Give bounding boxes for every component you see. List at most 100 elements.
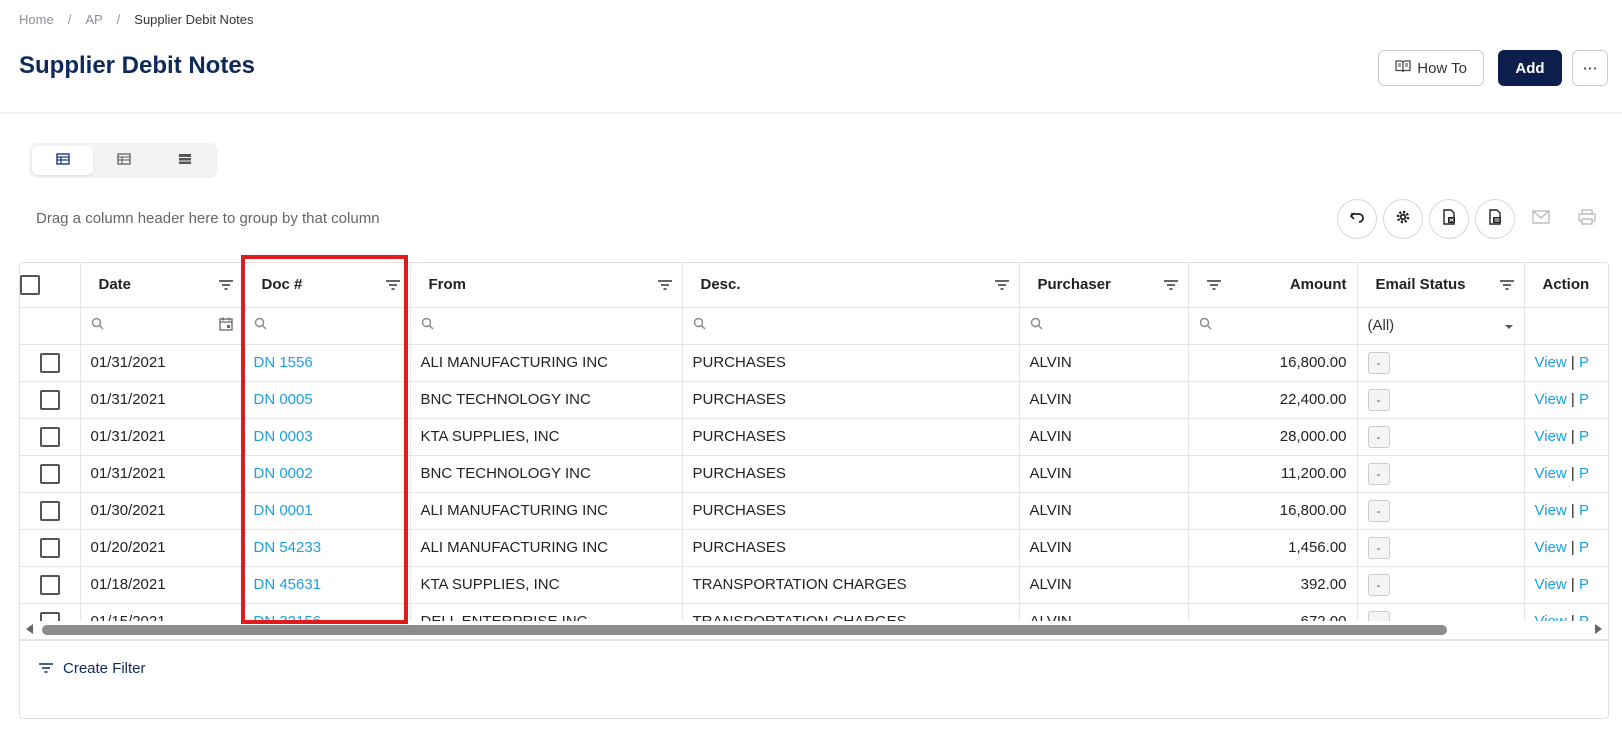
view-link[interactable]: View — [1534, 539, 1567, 556]
view-table-button[interactable] — [32, 146, 93, 175]
row-checkbox[interactable] — [39, 389, 60, 410]
filter-from[interactable] — [410, 307, 683, 345]
filter-icon[interactable] — [218, 279, 233, 290]
table-row[interactable]: 01/31/2021 DN 0005 BNC TECHNOLOGY INC PURCH… — [20, 381, 1608, 419]
table-row[interactable]: 01/30/2021 DN 0001 ALI MANUFACTURING INC PU… — [20, 492, 1608, 530]
undo-button[interactable] — [1337, 199, 1377, 239]
view-link[interactable]: View — [1534, 576, 1567, 593]
view-link[interactable]: View — [1534, 354, 1567, 371]
cell-action: View | P — [1524, 455, 1608, 493]
column-header-doc[interactable]: Doc # — [243, 263, 411, 308]
filter-icon[interactable] — [385, 279, 400, 290]
email-status-select[interactable]: (All) — [1367, 317, 1395, 334]
horizontal-scrollbar[interactable] — [20, 621, 1608, 639]
filter-date[interactable] — [80, 307, 244, 345]
doc-link[interactable]: DN 1556 — [253, 354, 313, 371]
breadcrumb-home[interactable]: Home — [19, 12, 54, 27]
doc-link[interactable]: DN 45631 — [253, 576, 322, 593]
row-checkbox[interactable] — [39, 500, 60, 521]
doc-link[interactable]: DN 0002 — [253, 465, 313, 482]
more-options-button[interactable]: ⋯ — [1572, 50, 1608, 86]
column-header-action[interactable]: Action — [1524, 263, 1608, 308]
filter-desc[interactable] — [682, 307, 1020, 345]
print-link[interactable]: P — [1579, 428, 1590, 445]
print-link[interactable]: P — [1579, 465, 1590, 482]
column-label: Email Status — [1375, 276, 1466, 294]
row-checkbox[interactable] — [39, 426, 60, 447]
book-icon — [1395, 59, 1411, 77]
email-status-button[interactable]: - — [1367, 351, 1390, 374]
email-status-button[interactable]: - — [1367, 425, 1390, 448]
export-excel-button[interactable] — [1429, 199, 1469, 239]
filter-doc[interactable] — [243, 307, 411, 345]
search-icon — [1030, 317, 1043, 334]
filter-icon[interactable] — [657, 279, 672, 290]
create-filter-button[interactable]: Create Filter — [39, 660, 146, 677]
table-view-icon — [55, 152, 70, 170]
doc-link[interactable]: DN 54233 — [253, 539, 322, 556]
table-row[interactable]: 01/18/2021 DN 45631 KTA SUPPLIES, INC TRANS… — [20, 566, 1608, 604]
breadcrumb-ap[interactable]: AP — [85, 12, 103, 27]
email-status-button[interactable]: - — [1367, 573, 1390, 596]
view-link[interactable]: View — [1534, 428, 1567, 445]
print-link[interactable]: P — [1579, 576, 1590, 593]
cell-amount: 16,800.00 — [1188, 492, 1358, 530]
filter-icon[interactable] — [1163, 279, 1178, 290]
email-button[interactable] — [1521, 199, 1561, 239]
print-link[interactable]: P — [1579, 354, 1590, 371]
cell-action: View | P — [1524, 418, 1608, 456]
view-compact-button[interactable] — [93, 146, 154, 175]
view-link[interactable]: View — [1534, 502, 1567, 519]
calendar-icon[interactable] — [218, 317, 233, 335]
view-list-button[interactable] — [154, 146, 215, 175]
table-row[interactable]: 01/31/2021 DN 0003 KTA SUPPLIES, INC PURCHA… — [20, 418, 1608, 456]
column-header-date[interactable]: Date — [80, 263, 244, 308]
doc-link[interactable]: DN 0001 — [253, 502, 313, 519]
row-checkbox[interactable] — [39, 352, 60, 373]
column-header-email-status[interactable]: Email Status — [1357, 263, 1525, 308]
filter-purchaser[interactable] — [1019, 307, 1189, 345]
gear-icon — [1395, 209, 1411, 230]
print-link[interactable]: P — [1579, 502, 1590, 519]
email-status-button[interactable]: - — [1367, 462, 1390, 485]
select-all-checkbox[interactable] — [20, 274, 40, 295]
column-header-from[interactable]: From — [410, 263, 683, 308]
scroll-track[interactable] — [40, 625, 1588, 635]
column-header-desc[interactable]: Desc. — [682, 263, 1020, 308]
add-button[interactable]: Add — [1498, 50, 1562, 86]
filter-icon[interactable] — [994, 279, 1009, 290]
row-checkbox[interactable] — [39, 463, 60, 484]
filter-icon[interactable] — [1206, 279, 1221, 290]
filter-icon[interactable] — [1499, 279, 1514, 290]
filter-email-status[interactable]: (All) — [1357, 307, 1525, 345]
doc-link[interactable]: DN 0005 — [253, 391, 313, 408]
column-label: Desc. — [700, 276, 741, 294]
cell-purchaser: ALVIN — [1019, 455, 1189, 493]
scroll-thumb[interactable] — [42, 625, 1447, 635]
row-checkbox[interactable] — [39, 537, 60, 558]
row-checkbox[interactable] — [39, 574, 60, 595]
row-select-cell — [20, 418, 81, 456]
email-status-button[interactable]: - — [1367, 499, 1390, 522]
settings-button[interactable] — [1383, 199, 1423, 239]
table-row[interactable]: 01/31/2021 DN 1556 ALI MANUFACTURING INC PU… — [20, 344, 1608, 382]
email-status-button[interactable]: - — [1367, 388, 1390, 411]
action-separator: | — [1570, 465, 1575, 482]
print-button[interactable] — [1567, 199, 1607, 239]
create-filter-label: Create Filter — [63, 660, 146, 677]
column-header-amount[interactable]: Amount — [1188, 263, 1358, 308]
doc-link[interactable]: DN 0003 — [253, 428, 313, 445]
scroll-right-arrow[interactable] — [1588, 621, 1608, 639]
email-status-button[interactable]: - — [1367, 536, 1390, 559]
print-link[interactable]: P — [1579, 391, 1590, 408]
export-pdf-button[interactable] — [1475, 199, 1515, 239]
scroll-left-arrow[interactable] — [20, 621, 40, 639]
how-to-button[interactable]: How To — [1378, 50, 1484, 86]
print-link[interactable]: P — [1579, 539, 1590, 556]
table-row[interactable]: 01/20/2021 DN 54233 ALI MANUFACTURING INC P… — [20, 529, 1608, 567]
view-link[interactable]: View — [1534, 391, 1567, 408]
view-link[interactable]: View — [1534, 465, 1567, 482]
table-row[interactable]: 01/31/2021 DN 0002 BNC TECHNOLOGY INC PURCH… — [20, 455, 1608, 493]
filter-amount[interactable] — [1188, 307, 1358, 345]
column-header-purchaser[interactable]: Purchaser — [1019, 263, 1189, 308]
